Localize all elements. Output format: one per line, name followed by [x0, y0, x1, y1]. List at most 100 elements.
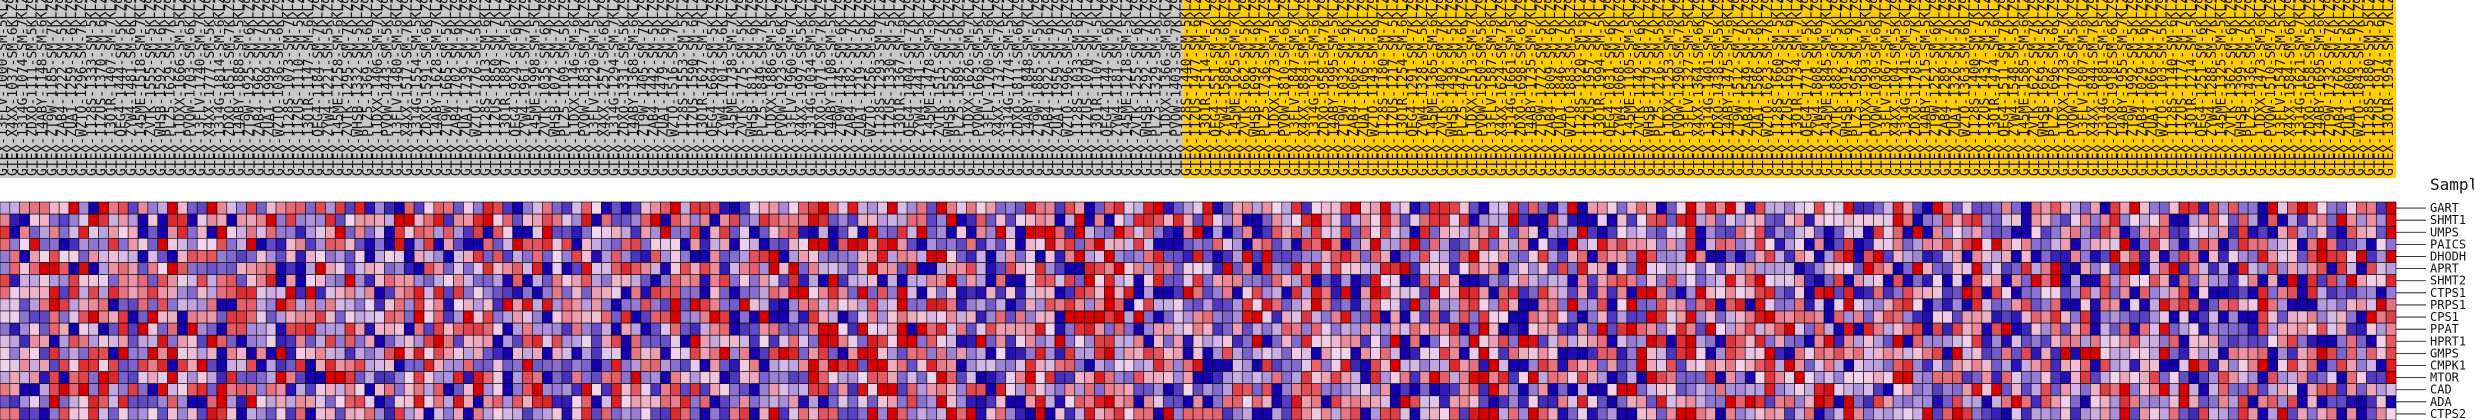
heatmap-cell — [403, 213, 415, 227]
heatmap-cell — [2257, 359, 2269, 372]
heatmap-cell — [611, 250, 622, 263]
heatmap-cell — [571, 238, 583, 251]
heatmap-cell — [1744, 310, 1756, 324]
heatmap-cell — [788, 262, 799, 275]
heatmap-cell — [2237, 334, 2249, 348]
heatmap-cell — [1656, 225, 1667, 239]
heatmap-cell — [1291, 262, 1302, 275]
heatmap-cell — [384, 250, 395, 263]
heatmap-cell — [98, 383, 109, 397]
sample-header-cell — [670, 0, 681, 178]
heatmap-cell — [611, 334, 622, 348]
heatmap-cell — [956, 395, 967, 409]
heatmap-cell — [818, 298, 829, 312]
heatmap-cell — [1735, 225, 1746, 239]
sample-label: GTEX-13FLV-1700-SM-6KLZ9 — [982, 0, 997, 176]
heatmap-cell — [88, 383, 99, 397]
sample-label: GTEX-11DXX-1993-SM-5KLZ9 — [1860, 0, 1875, 176]
heatmap-cell — [68, 407, 80, 420]
heatmap-cell — [1823, 383, 1835, 397]
heatmap-cell — [2030, 274, 2042, 288]
heatmap-cell — [2287, 395, 2298, 409]
heatmap-cell — [482, 213, 494, 227]
heatmap-cell — [522, 359, 533, 372]
heatmap-cell — [2277, 371, 2288, 384]
heatmap-cell — [1863, 347, 1874, 360]
heatmap-cell — [916, 225, 928, 239]
sample-label: GTEX-WHSB-1439-SM-5KLZ9 — [1446, 0, 1461, 176]
sample-header-cell — [1863, 0, 1874, 178]
sample-header-cell — [562, 0, 572, 178]
heatmap-cell — [1567, 383, 1578, 397]
heatmap-cell — [2228, 225, 2239, 239]
heatmap-cell — [1005, 407, 1016, 420]
heatmap-cell — [453, 322, 464, 336]
heatmap-cell — [334, 395, 346, 409]
heatmap-cell — [68, 274, 80, 288]
heatmap-cell — [1528, 201, 1539, 215]
heatmap-cell — [1035, 225, 1046, 239]
heatmap-cell — [601, 274, 612, 288]
heatmap-cell — [827, 225, 839, 239]
heatmap-cell — [1646, 383, 1657, 397]
heatmap-cell — [78, 238, 90, 251]
heatmap-cell — [1547, 286, 1559, 300]
heatmap-cell — [1439, 250, 1450, 263]
heatmap-cell — [2198, 274, 2209, 288]
heatmap-cell — [1271, 383, 1283, 397]
heatmap-cell — [216, 225, 228, 239]
heatmap-cell — [1705, 383, 1716, 397]
heatmap-cell — [699, 298, 711, 312]
heatmap-cell — [1547, 262, 1559, 275]
heatmap-cell — [847, 201, 859, 215]
heatmap-cell — [1291, 238, 1302, 251]
heatmap-cell — [1823, 347, 1835, 360]
heatmap-cell — [512, 298, 523, 312]
heatmap-cell — [1015, 347, 1026, 360]
heatmap-cell — [581, 383, 592, 397]
heatmap-cell — [1301, 347, 1312, 360]
heatmap-cell — [236, 250, 247, 263]
heatmap-cell — [1508, 407, 1519, 420]
heatmap-cell — [936, 407, 947, 420]
gene-label: CAD — [2430, 383, 2452, 397]
heatmap-cell — [916, 213, 928, 227]
heatmap-cell — [403, 383, 415, 397]
heatmap-cell — [453, 407, 464, 420]
heatmap-cell — [1863, 395, 1874, 409]
sample-label: GTEX-11ZUS-1217-SM-5KLZ9 — [1386, 0, 1401, 176]
heatmap-cell — [1242, 250, 1253, 263]
heatmap-cell — [1971, 250, 1983, 263]
heatmap-cell — [896, 298, 908, 312]
heatmap-cell — [39, 213, 50, 227]
heatmap-cell — [1744, 213, 1756, 227]
heatmap-cell — [1784, 322, 1795, 336]
heatmap-cell — [88, 298, 99, 312]
heatmap-cell — [325, 407, 336, 420]
heatmap-cell — [2159, 250, 2170, 263]
heatmap-cell — [1360, 213, 1371, 227]
heatmap-cell — [1035, 262, 1046, 275]
heatmap-cell — [532, 298, 543, 312]
heatmap-cell — [1606, 274, 1618, 288]
heatmap-cell — [1153, 395, 1164, 409]
sample-label: GTEX-X4XX-1584-SM-6KLZ9 — [2284, 0, 2299, 176]
sample-label: GTEX-1314G-1661-SM-5KLZ9 — [1505, 0, 1520, 176]
heatmap-cell — [58, 310, 70, 324]
heatmap-cell — [1902, 347, 1914, 360]
sample-header-cell — [522, 0, 533, 178]
heatmap-cell — [1281, 298, 1292, 312]
sample-header-cell — [1291, 0, 1302, 178]
heatmap-cell — [2316, 201, 2328, 215]
sample-label: GTEX-ZDXO-1591-SM-6KLZ9 — [420, 0, 435, 176]
heatmap-cell — [1656, 322, 1667, 336]
heatmap-cell — [1074, 262, 1085, 275]
heatmap-cell — [1380, 250, 1391, 263]
heatmap-cell — [2366, 213, 2377, 227]
heatmap-cell — [1735, 322, 1746, 336]
heatmap-cell — [571, 213, 583, 227]
heatmap-cell — [187, 225, 198, 239]
heatmap-cell — [265, 250, 277, 263]
heatmap-cell — [2346, 359, 2357, 372]
heatmap-cell — [2277, 213, 2288, 227]
